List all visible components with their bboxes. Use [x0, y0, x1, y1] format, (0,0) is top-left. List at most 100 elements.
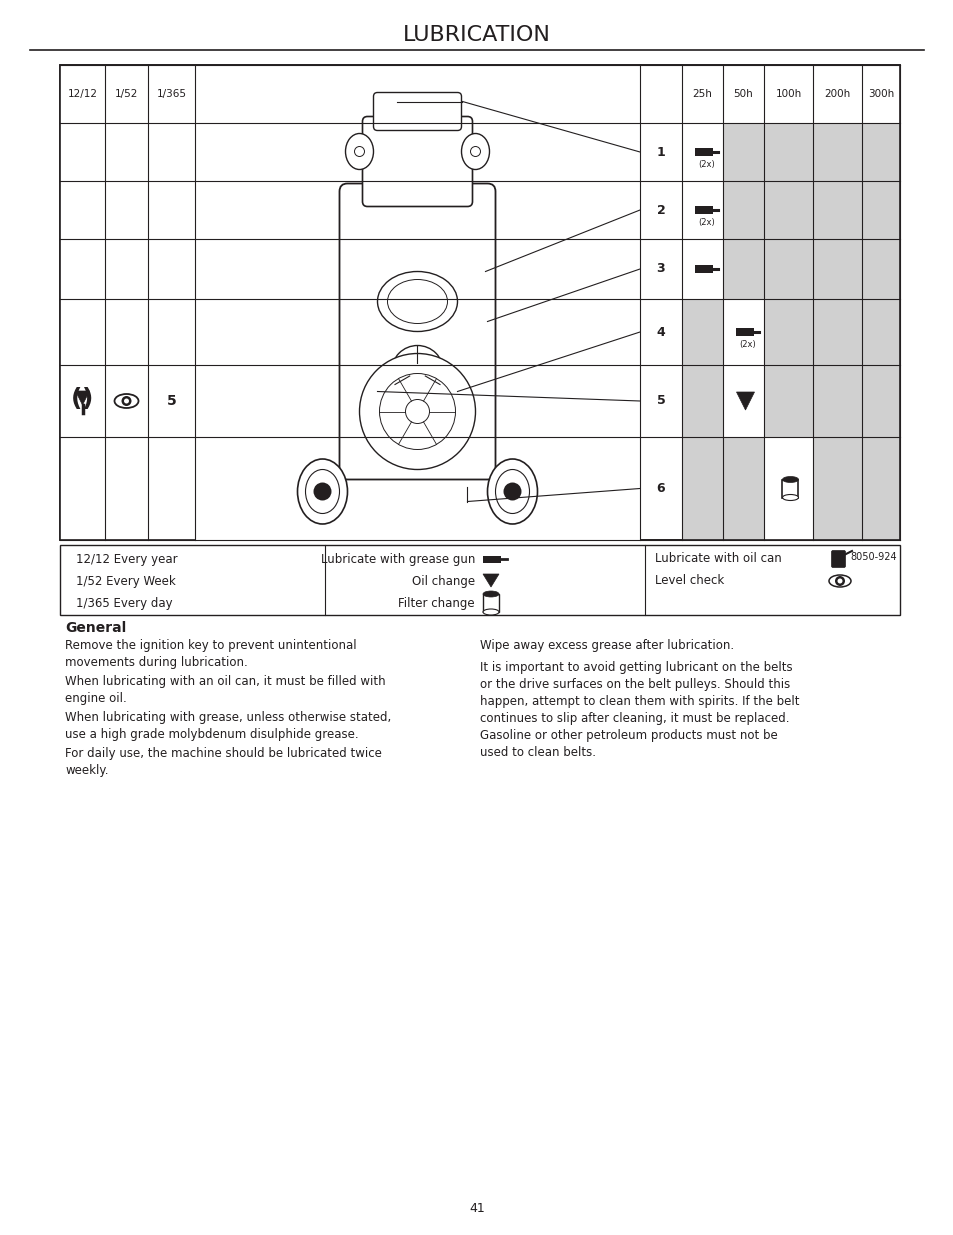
Ellipse shape	[114, 394, 138, 408]
Bar	[60, 366, 194, 437]
Bar	[60, 437, 194, 540]
Ellipse shape	[495, 469, 529, 514]
Bar	[763, 366, 812, 437]
Text: General: General	[65, 621, 126, 635]
Text: Filter change: Filter change	[398, 597, 475, 610]
Bar	[681, 240, 722, 299]
Bar	[60, 124, 194, 182]
FancyBboxPatch shape	[374, 93, 461, 131]
Ellipse shape	[828, 576, 850, 587]
Bar	[763, 182, 812, 240]
Bar	[862, 366, 899, 437]
Text: 5: 5	[656, 394, 664, 408]
Text: LUBRICATION: LUBRICATION	[402, 25, 551, 44]
FancyBboxPatch shape	[362, 116, 472, 206]
Bar	[763, 240, 812, 299]
Ellipse shape	[461, 133, 489, 169]
Bar	[60, 182, 194, 240]
Text: 50h: 50h	[733, 89, 753, 99]
Text: 25h: 25h	[692, 89, 712, 99]
FancyBboxPatch shape	[831, 551, 844, 568]
Circle shape	[470, 147, 480, 157]
Bar	[681, 182, 722, 240]
Text: 3: 3	[656, 263, 664, 275]
Text: 5: 5	[167, 394, 176, 408]
Bar	[812, 437, 862, 540]
Ellipse shape	[377, 272, 457, 331]
Bar	[862, 437, 899, 540]
Text: 12/12: 12/12	[68, 89, 97, 99]
FancyBboxPatch shape	[339, 184, 495, 479]
Text: 1/52 Every Week: 1/52 Every Week	[76, 574, 175, 588]
Text: Wipe away excess grease after lubrication.: Wipe away excess grease after lubricatio…	[479, 638, 734, 652]
Text: 8050-924: 8050-924	[849, 552, 896, 562]
Ellipse shape	[305, 469, 339, 514]
Text: (2x): (2x)	[739, 340, 755, 350]
Circle shape	[124, 399, 129, 404]
Text: (: (	[71, 387, 82, 411]
Bar	[862, 182, 899, 240]
Text: 1/365 Every day: 1/365 Every day	[76, 597, 172, 610]
Circle shape	[379, 373, 455, 450]
Circle shape	[408, 363, 426, 380]
Text: 41: 41	[469, 1202, 484, 1215]
Text: Lubricate with grease gun: Lubricate with grease gun	[320, 552, 475, 566]
Text: 1: 1	[656, 146, 664, 158]
Bar	[763, 437, 812, 540]
Text: For daily use, the machine should be lubricated twice
weekly.: For daily use, the machine should be lub…	[65, 747, 381, 777]
Circle shape	[314, 483, 331, 500]
Bar	[482, 556, 500, 562]
Bar	[695, 148, 713, 156]
Polygon shape	[482, 574, 498, 587]
Circle shape	[391, 346, 443, 398]
Circle shape	[355, 147, 364, 157]
Circle shape	[503, 483, 521, 500]
Bar	[681, 437, 722, 540]
Bar	[695, 266, 713, 273]
Bar	[812, 299, 862, 366]
Bar	[812, 124, 862, 182]
Text: 2: 2	[656, 204, 664, 216]
Text: 1/52: 1/52	[114, 89, 138, 99]
Bar	[60, 65, 899, 124]
Bar	[722, 182, 763, 240]
Text: 200h: 200h	[823, 89, 850, 99]
Text: Lubricate with oil can: Lubricate with oil can	[655, 552, 781, 566]
Bar	[681, 124, 722, 182]
Ellipse shape	[297, 459, 347, 524]
Bar	[722, 437, 763, 540]
Bar	[812, 240, 862, 299]
Text: When lubricating with an oil can, it must be filled with
engine oil.: When lubricating with an oil can, it mus…	[65, 676, 385, 705]
Polygon shape	[75, 391, 90, 405]
Circle shape	[121, 396, 132, 406]
Bar	[60, 545, 899, 615]
Ellipse shape	[387, 279, 447, 324]
Circle shape	[405, 399, 429, 424]
Text: It is important to avoid getting lubricant on the belts
or the drive surfaces on: It is important to avoid getting lubrica…	[479, 661, 799, 760]
Bar	[681, 366, 722, 437]
Text: (2x): (2x)	[698, 161, 714, 169]
Circle shape	[837, 578, 841, 583]
Ellipse shape	[482, 609, 498, 615]
Text: Level check: Level check	[655, 574, 723, 588]
Bar	[194, 124, 639, 540]
Bar	[482, 594, 498, 613]
Text: 4: 4	[656, 326, 664, 338]
Bar	[722, 240, 763, 299]
Ellipse shape	[482, 592, 498, 597]
Polygon shape	[736, 391, 754, 410]
Text: 300h: 300h	[867, 89, 893, 99]
Bar	[722, 366, 763, 437]
Text: When lubricating with grease, unless otherwise stated,
use a high grade molybden: When lubricating with grease, unless oth…	[65, 711, 391, 741]
Text: ): )	[82, 387, 93, 411]
Ellipse shape	[781, 494, 798, 500]
Bar	[60, 299, 194, 366]
Bar	[722, 299, 763, 366]
Ellipse shape	[345, 133, 374, 169]
Bar	[862, 124, 899, 182]
Bar	[862, 240, 899, 299]
Text: Oil change: Oil change	[412, 574, 475, 588]
Bar	[862, 299, 899, 366]
Circle shape	[834, 576, 844, 585]
Text: Remove the ignition key to prevent unintentional
movements during lubrication.: Remove the ignition key to prevent unint…	[65, 638, 356, 669]
